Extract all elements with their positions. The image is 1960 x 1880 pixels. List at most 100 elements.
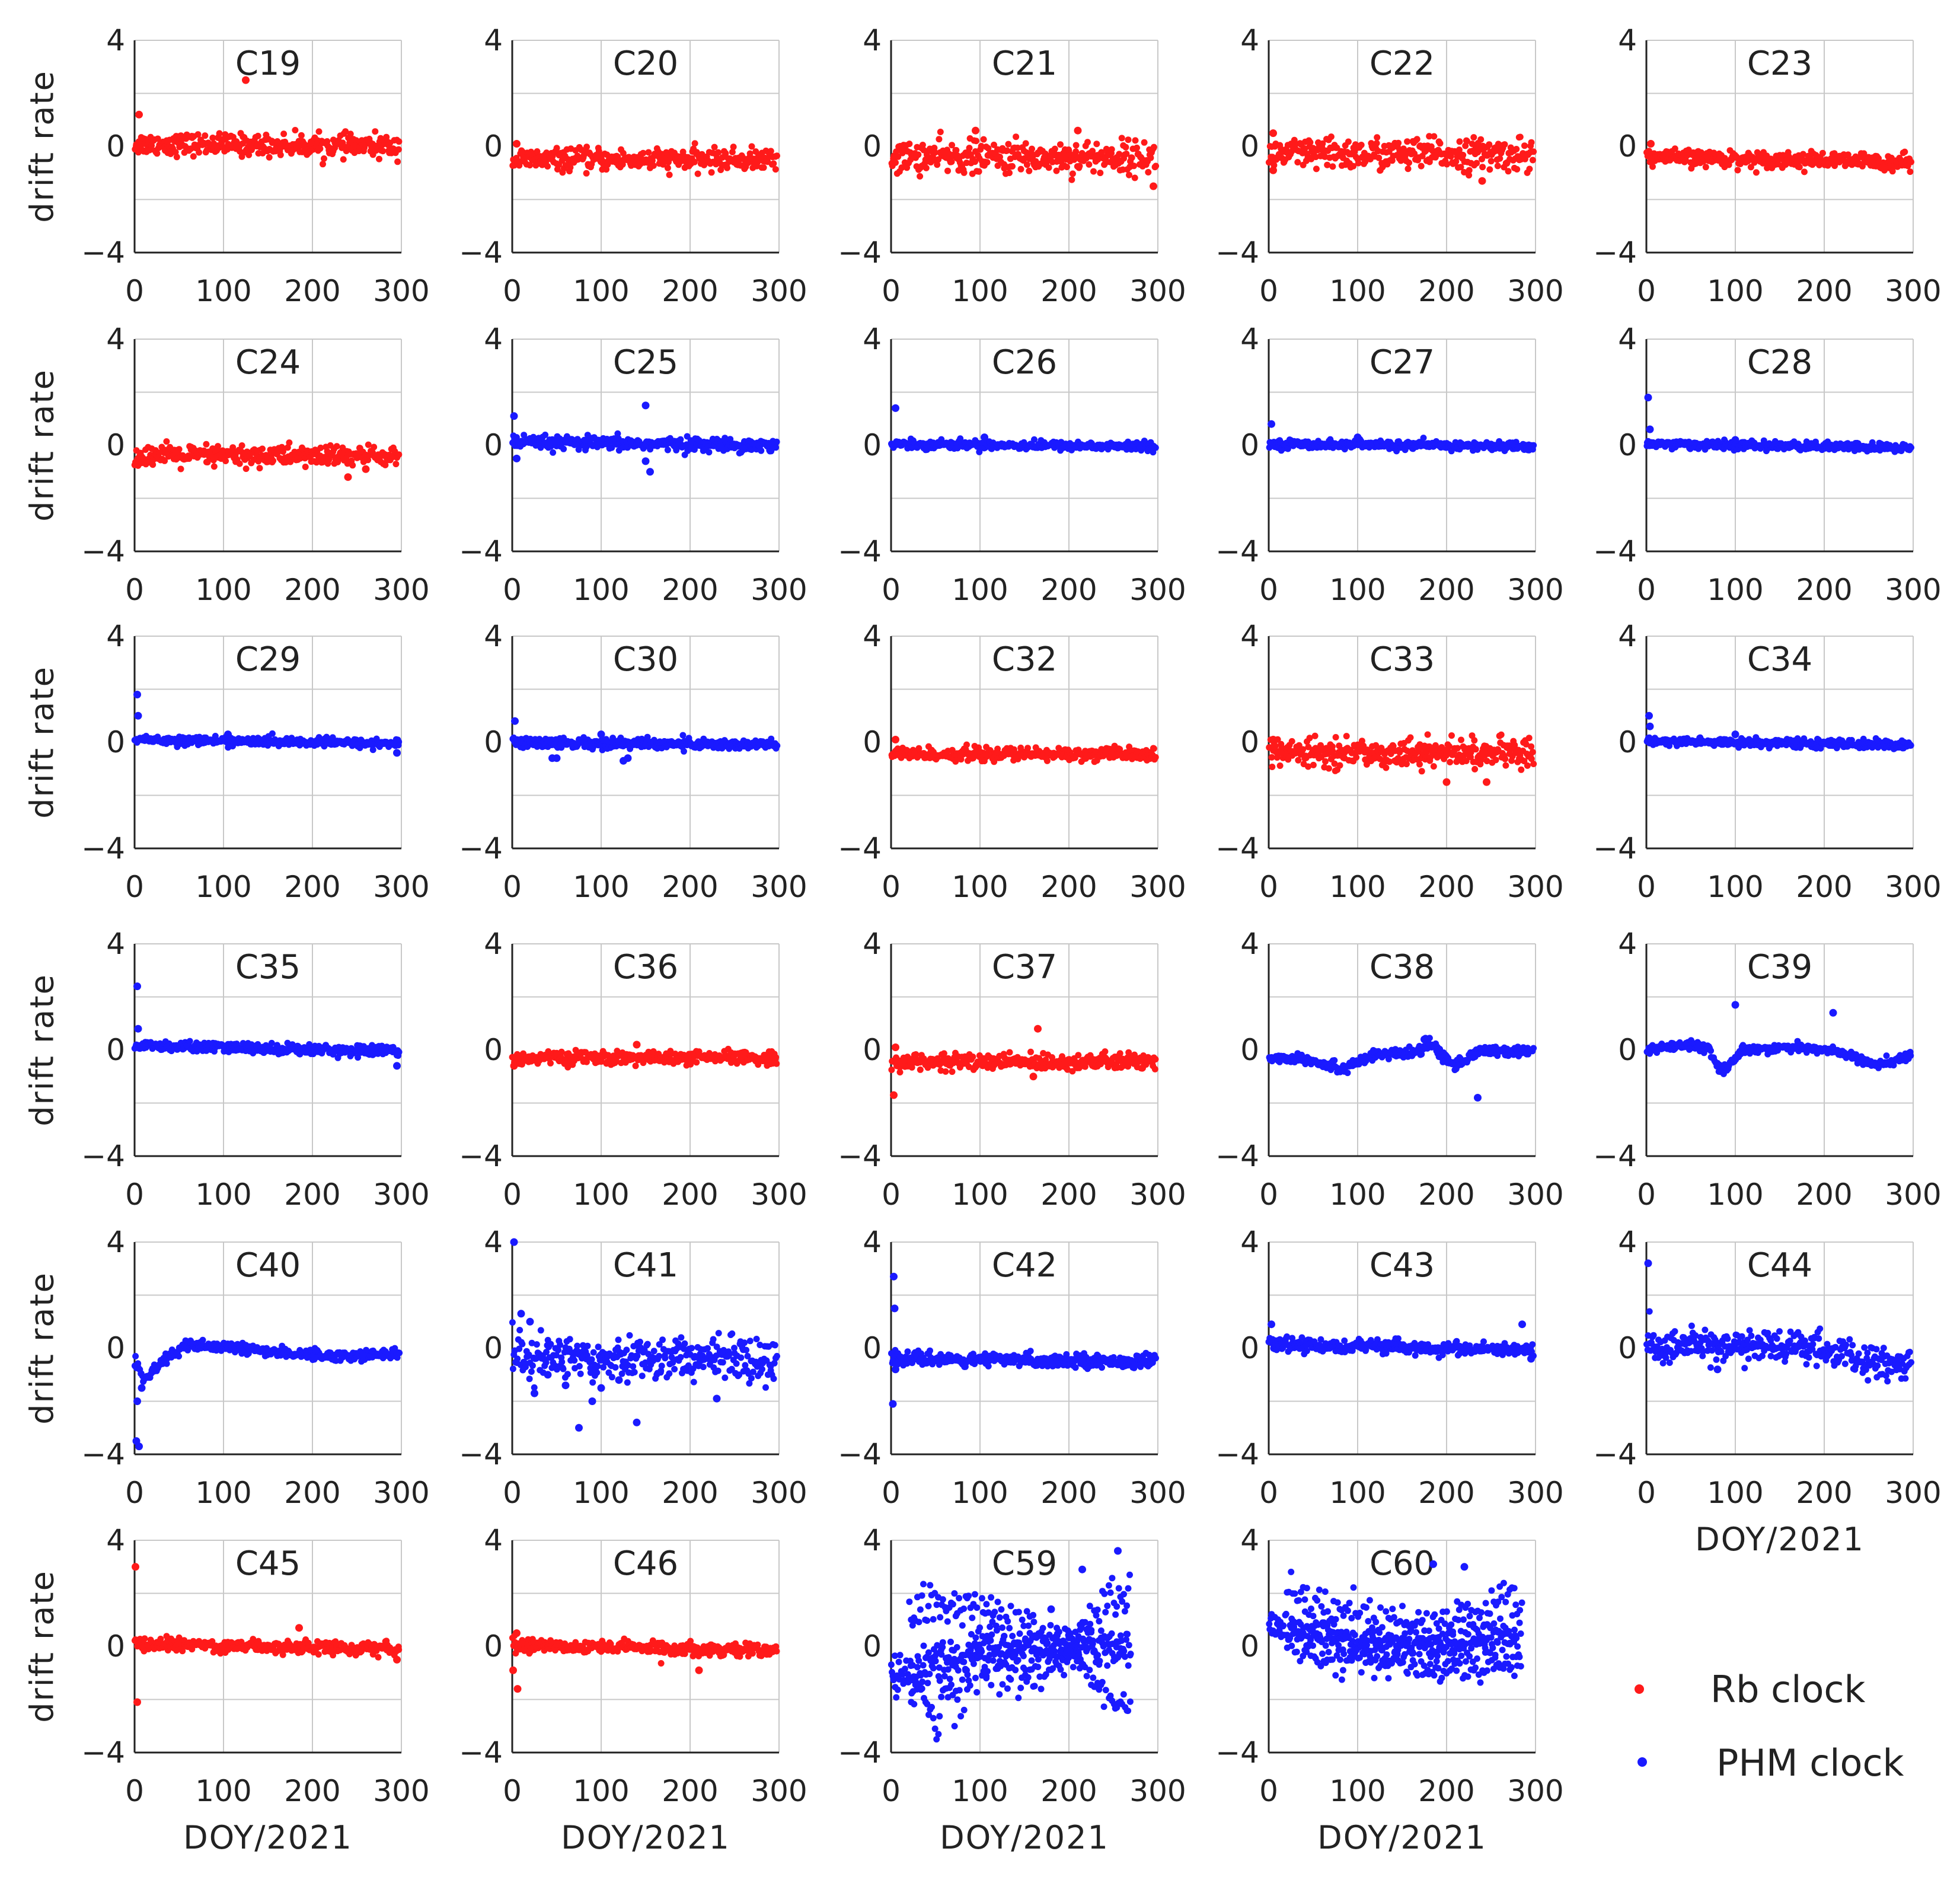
data-point bbox=[1313, 165, 1320, 173]
series-points bbox=[1266, 731, 1537, 786]
data-point bbox=[1295, 757, 1302, 764]
y-tick-label: −4 bbox=[81, 534, 125, 569]
outlier-point bbox=[1646, 425, 1654, 433]
x-tick-label: 200 bbox=[1418, 274, 1474, 308]
x-tick-label: 200 bbox=[1418, 870, 1474, 904]
data-point bbox=[724, 164, 730, 171]
data-point bbox=[899, 149, 906, 157]
data-point bbox=[1473, 159, 1480, 167]
data-point bbox=[1022, 140, 1029, 147]
data-point bbox=[1529, 749, 1536, 755]
y-tick-label: 4 bbox=[106, 322, 125, 356]
y-tick-label: −4 bbox=[81, 831, 125, 866]
data-point bbox=[1118, 135, 1125, 142]
data-point bbox=[1014, 144, 1021, 151]
data-point bbox=[1141, 139, 1148, 146]
panel-title: C29 bbox=[235, 640, 301, 679]
data-point bbox=[173, 154, 180, 161]
data-point bbox=[691, 140, 698, 147]
outlier-point bbox=[597, 730, 605, 739]
data-point bbox=[1458, 736, 1464, 743]
data-point bbox=[1064, 164, 1070, 171]
data-point bbox=[1153, 162, 1160, 170]
x-tick-label: 100 bbox=[195, 870, 251, 904]
data-point bbox=[1108, 146, 1115, 153]
data-point bbox=[1032, 158, 1039, 165]
x-tick-label: 200 bbox=[662, 274, 718, 308]
data-point bbox=[898, 164, 905, 171]
data-point bbox=[1152, 444, 1159, 451]
data-point bbox=[1752, 169, 1760, 176]
data-point bbox=[1518, 766, 1525, 773]
outlier-point bbox=[892, 736, 899, 743]
y-tick-label: −4 bbox=[459, 534, 503, 569]
data-point bbox=[154, 150, 161, 157]
data-point bbox=[1383, 764, 1390, 771]
data-point bbox=[772, 166, 779, 173]
data-point bbox=[677, 436, 684, 443]
x-tick-label: 100 bbox=[1707, 573, 1763, 607]
data-point bbox=[1907, 168, 1914, 175]
outlier-point bbox=[981, 433, 988, 442]
data-point bbox=[1725, 161, 1732, 168]
y-tick-label: 4 bbox=[484, 23, 503, 58]
x-tick-label: 200 bbox=[1040, 870, 1097, 904]
data-point bbox=[1472, 746, 1479, 753]
data-point bbox=[937, 129, 944, 135]
data-point bbox=[266, 154, 273, 161]
data-point bbox=[1093, 141, 1100, 148]
x-tick-label: 300 bbox=[373, 870, 429, 904]
data-point bbox=[1431, 133, 1438, 140]
data-point bbox=[513, 434, 520, 441]
series-points bbox=[131, 438, 403, 481]
data-point bbox=[1125, 136, 1132, 143]
data-point bbox=[215, 443, 221, 450]
data-point bbox=[269, 730, 276, 737]
data-point bbox=[542, 432, 549, 438]
data-point bbox=[773, 438, 780, 445]
data-point bbox=[369, 746, 376, 754]
x-tick-label: 100 bbox=[1707, 870, 1763, 904]
y-tick-label: 4 bbox=[484, 322, 503, 356]
data-point bbox=[931, 149, 938, 156]
x-tick-label: 100 bbox=[195, 274, 251, 308]
series-points bbox=[1643, 140, 1914, 176]
series-points bbox=[1643, 394, 1914, 455]
data-point bbox=[1090, 168, 1097, 175]
data-point bbox=[1057, 141, 1064, 148]
data-point bbox=[1329, 163, 1336, 170]
data-point bbox=[745, 159, 752, 166]
outlier-point bbox=[242, 76, 250, 84]
y-tick-label: 4 bbox=[106, 619, 125, 653]
data-point bbox=[1521, 142, 1528, 149]
data-point bbox=[1084, 139, 1091, 146]
x-tick-label: 0 bbox=[882, 274, 901, 308]
data-point bbox=[317, 444, 324, 451]
data-point bbox=[934, 161, 941, 168]
data-point bbox=[320, 161, 326, 168]
panel-title: C20 bbox=[613, 44, 678, 83]
y-tick-label: 0 bbox=[484, 129, 503, 164]
outlier-point bbox=[1150, 182, 1157, 190]
data-point bbox=[1004, 147, 1011, 154]
outlier-point bbox=[624, 754, 632, 762]
data-point bbox=[1053, 167, 1060, 174]
data-point bbox=[175, 446, 183, 453]
data-point bbox=[1528, 139, 1535, 146]
data-point bbox=[1502, 762, 1509, 769]
data-point bbox=[892, 159, 899, 166]
data-point bbox=[544, 163, 551, 170]
data-point bbox=[730, 143, 737, 151]
data-point bbox=[758, 447, 765, 454]
data-point bbox=[770, 160, 777, 167]
x-tick-label: 200 bbox=[284, 573, 340, 607]
data-point bbox=[210, 463, 218, 470]
data-point bbox=[1332, 734, 1339, 740]
outlier-point bbox=[510, 412, 518, 420]
data-point bbox=[1327, 133, 1335, 141]
x-tick-label: 300 bbox=[1885, 870, 1941, 904]
data-point bbox=[154, 135, 161, 142]
data-point bbox=[161, 457, 168, 464]
